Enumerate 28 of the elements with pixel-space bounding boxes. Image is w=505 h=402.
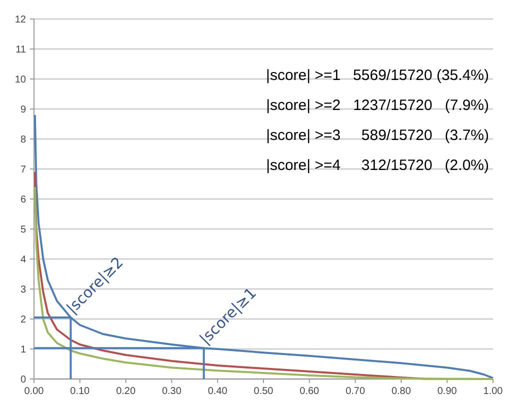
y-tick-label: 0 — [20, 374, 26, 386]
annotation: |score| >=2 1237/15720 (7.9%) — [266, 97, 489, 114]
annotation: |score| >=3 589/15720 (3.7%) — [266, 127, 489, 144]
x-tick-label: 0.90 — [437, 386, 458, 397]
x-tick-label: 0.30 — [162, 386, 182, 397]
y-tick-label: 2 — [20, 314, 26, 326]
y-tick-label: 9 — [20, 104, 26, 116]
x-tick-label: 0.00 — [24, 386, 44, 397]
x-tick-label: 0.20 — [116, 386, 136, 397]
x-tick-label: 0.10 — [70, 386, 90, 397]
annotation: |score| >=4 312/15720 (2.0%) — [266, 157, 489, 174]
x-tick-label: 0.50 — [254, 386, 274, 397]
y-tick-label: 10 — [14, 74, 26, 86]
annotation: |score| >=1 5569/15720 (35.4%) — [266, 67, 489, 84]
y-tick-label: 7 — [20, 164, 26, 176]
y-tick-label: 12 — [14, 14, 26, 26]
y-tick-label: 6 — [20, 194, 26, 206]
y-tick-label: 11 — [16, 44, 26, 56]
x-tick-label: 0.70 — [346, 386, 366, 397]
y-tick-label: 4 — [20, 254, 26, 266]
x-tick-label: 0.40 — [208, 386, 228, 397]
y-tick-label: 3 — [20, 284, 26, 296]
x-tick-label: 0.60 — [300, 386, 320, 397]
x-tick-label: 1.00 — [483, 386, 504, 397]
y-tick-label: 8 — [20, 134, 26, 146]
x-tick-label: 0.80 — [391, 386, 412, 397]
y-tick-label: 5 — [20, 224, 26, 236]
y-tick-label: 1 — [20, 344, 26, 356]
